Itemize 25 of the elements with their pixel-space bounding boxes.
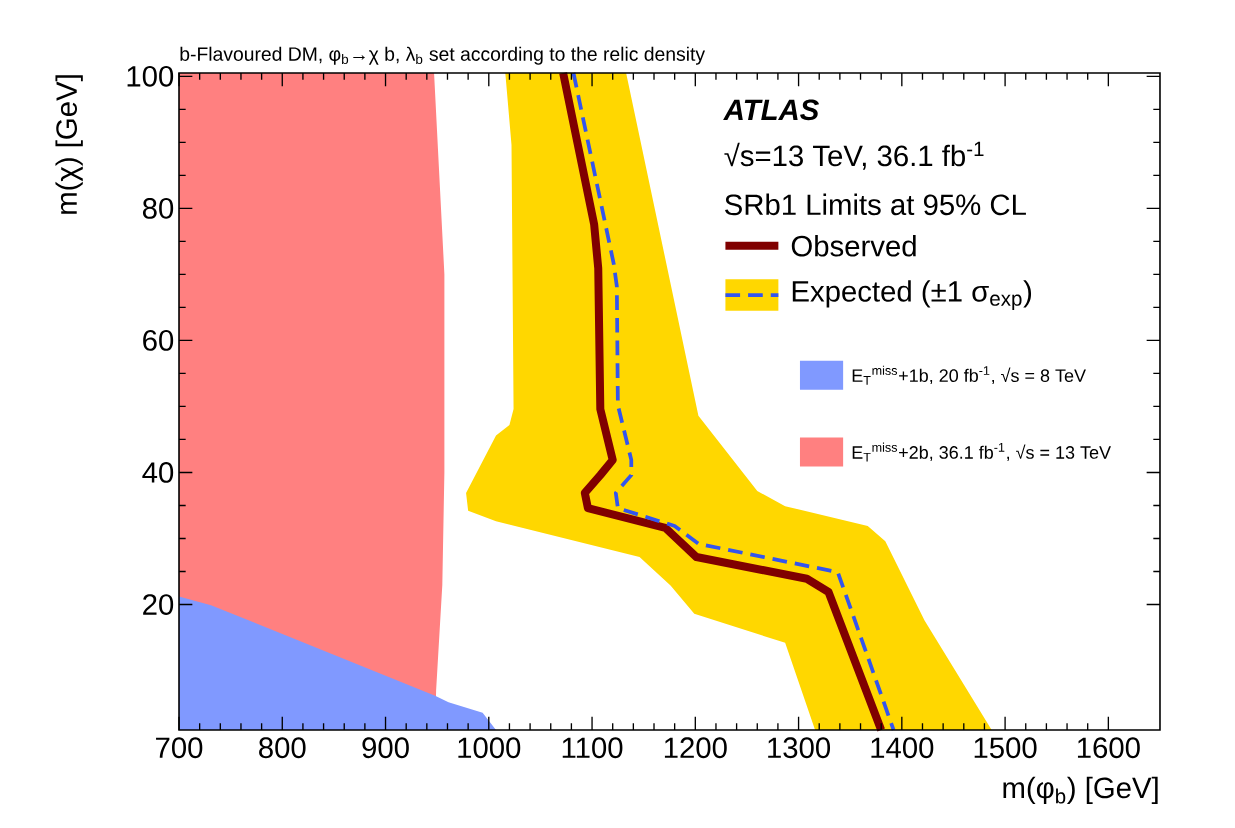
y-axis-title: m(χ) [GeV] [55,75,83,214]
x-tick-label: 1300 [768,737,831,759]
legend-label: Observed [791,235,916,257]
x-tick-label: 700 [156,737,203,759]
legend-label: Expected (±1 σ$_{exp}$) [792,280,1032,310]
x-tick-label: 1000 [458,737,521,759]
chart-title: b-Flavoured DM, φ$_{b}$→χ b, λ$_{b}$ set according to the relic density [180,46,706,65]
x-tick-label: 1500 [974,737,1037,759]
y-tick-label: 60 [143,330,174,351]
x-axis-title: m(φ$_{b}$) [GeV] [1003,776,1158,805]
y-tick-label: 80 [142,197,174,219]
annotation: ATLAS [723,99,819,121]
x-tick-label: 1400 [871,737,934,759]
x-tick-label: 1100 [562,737,623,759]
x-tick-label: 800 [259,737,306,759]
y-tick-label: 100 [127,65,174,87]
legend-label: E$_{T}$$^{miss}$+1b, 20 fb$^{-1}$, √s = 8 TeV [852,365,1086,385]
y-tick-label: 40 [142,462,174,483]
x-tick-label: 1600 [1077,737,1140,759]
annotation: SRb1 Limits at 95% CL [725,193,1026,216]
annotation: √s=13 TeV, 36.1 fb$^{-1}$ [724,141,984,170]
x-tick-label: 1200 [664,737,727,759]
legend-label: E$_{T}$$^{miss}$+2b, 36.1 fb$^{-1}$, √s = 13 TeV [852,442,1111,462]
x-tick-label: 900 [362,737,409,759]
y-tick-label: 20 [143,594,174,615]
